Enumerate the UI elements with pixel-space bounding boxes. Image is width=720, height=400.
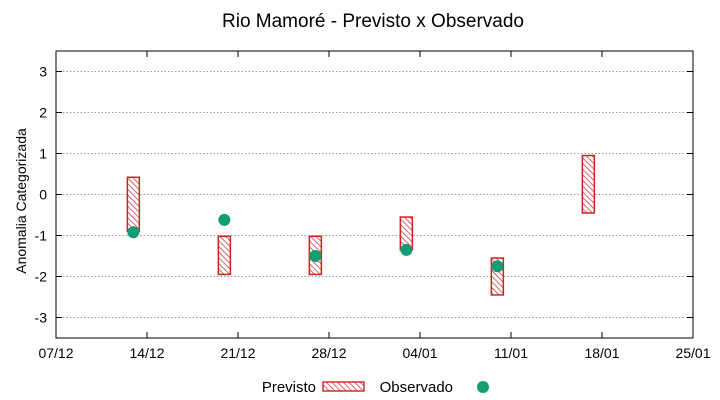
x-tick-label: 14/12 (129, 345, 164, 361)
legend-label-previsto: Previsto (262, 379, 316, 396)
axes: 3 2 1 0 -1 -2 -3 07/12 14/12 21/12 28/12 04/01 11/01… (35, 50, 711, 361)
y-tick-label: 1 (39, 146, 47, 162)
y-tick-label: -2 (35, 269, 48, 285)
y-tick-label: 2 (39, 105, 47, 121)
x-tick-label: 07/12 (38, 345, 73, 361)
observado-point (218, 213, 231, 226)
legend-marker-observado (477, 381, 489, 393)
x-tick-label: 18/01 (584, 345, 619, 361)
x-tick-label: 11/01 (494, 345, 528, 361)
x-tick-label: 21/12 (220, 345, 255, 361)
observado-point (127, 226, 140, 239)
x-tick-label: 04/01 (402, 345, 437, 361)
plot-marks (126, 154, 596, 296)
legend: Previsto Observado (262, 379, 489, 396)
observado-point (400, 243, 413, 256)
x-tick-label: 28/12 (311, 345, 346, 361)
y-axis-label: Anomalia Categorizada (13, 128, 29, 274)
y-tick-label: 0 (39, 187, 47, 203)
grid (56, 71, 693, 318)
observado-point (309, 250, 322, 262)
previsto-range (581, 154, 596, 214)
y-tick-label: -3 (35, 310, 48, 326)
legend-label-observado: Observado (380, 379, 453, 396)
y-tick-label: 3 (39, 64, 47, 80)
observado-point (491, 260, 504, 273)
chart-title: Rio Mamoré - Previsto x Observado (222, 11, 524, 32)
previsto-range (126, 176, 141, 233)
previsto-range (217, 235, 232, 276)
legend-swatch-previsto (322, 381, 365, 392)
y-tick-label: -1 (35, 228, 48, 244)
x-tick-label: 25/01 (675, 345, 710, 361)
